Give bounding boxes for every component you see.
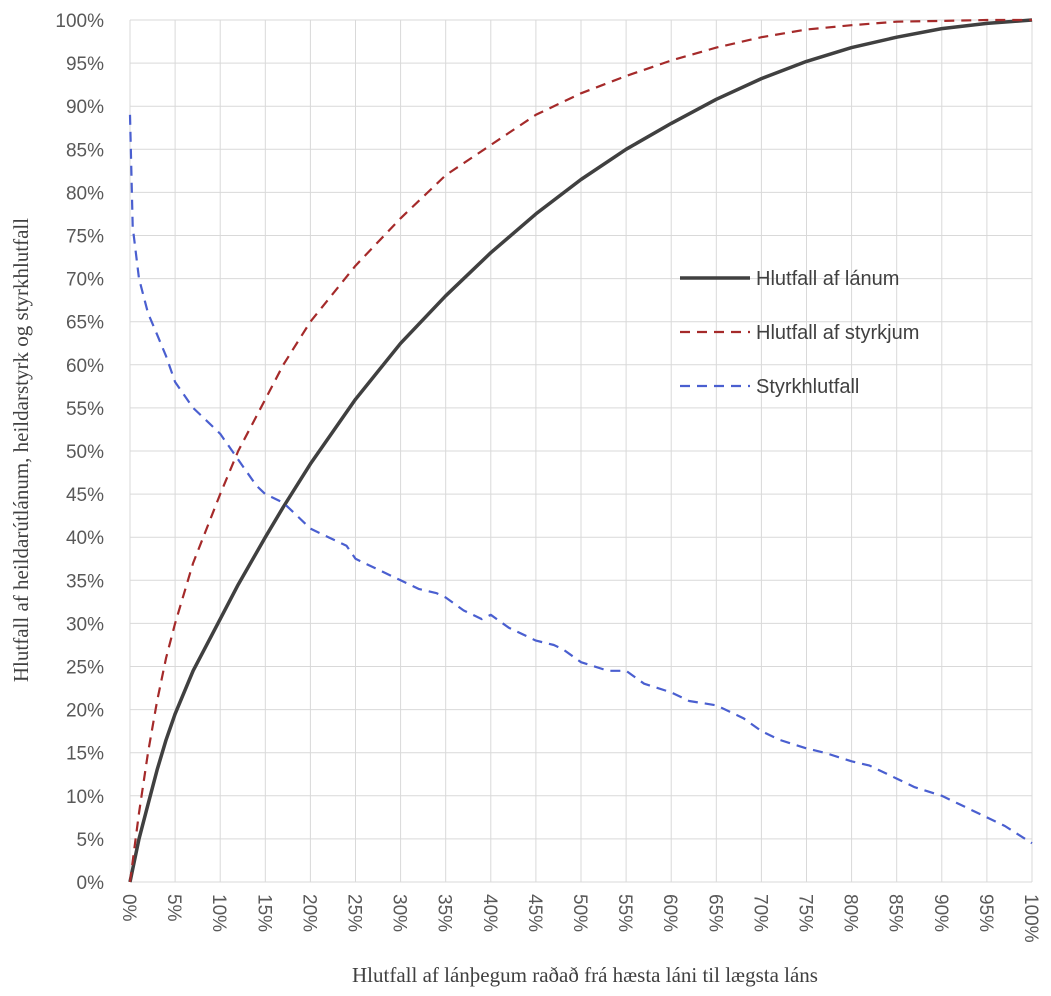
y-tick-label: 35%	[66, 571, 104, 592]
legend-label: Hlutfall af lánum	[756, 268, 899, 290]
x-tick-label: 50%	[569, 894, 590, 932]
y-tick-label: 30%	[66, 614, 104, 635]
x-tick-label: 40%	[479, 894, 500, 932]
y-tick-label: 45%	[66, 485, 104, 506]
y-tick-label: 65%	[66, 313, 104, 334]
x-tick-label: 5%	[163, 894, 184, 922]
x-tick-label: 85%	[885, 894, 906, 932]
legend-label: Styrkhlutfall	[756, 376, 859, 398]
y-tick-label: 40%	[66, 528, 104, 549]
x-tick-label: 25%	[344, 894, 365, 932]
series-line-styrkhlutfall	[128, 114, 1033, 845]
y-tick-label: 55%	[66, 399, 104, 420]
y-tick-label: 20%	[66, 701, 104, 722]
x-tick-label: 95%	[975, 894, 996, 932]
x-axis-tick-labels: 0% 5% 10% 15% 20% 25% 30% 35% 40% 45% 50% 55% 60% 65%…	[118, 894, 1041, 943]
y-tick-label: 95%	[66, 54, 104, 75]
y-tick-label: 60%	[66, 356, 104, 377]
y-axis-tick-labels: 0% 5% 10% 15% 20% 25% 30% 35% 40% 45% 50% 55% 60% 65%…	[55, 11, 104, 894]
y-tick-label: 85%	[66, 140, 104, 161]
x-tick-label: 70%	[749, 894, 770, 932]
x-tick-label: 45%	[524, 894, 545, 932]
legend: Hlutfall af lánum Hlutfall af styrkjum Sty…	[680, 268, 919, 398]
y-tick-label: 5%	[77, 830, 105, 851]
grid	[129, 19, 1033, 883]
x-tick-label: 55%	[614, 894, 635, 932]
x-tick-label: 20%	[298, 894, 319, 932]
x-tick-label: 10%	[208, 894, 229, 932]
y-tick-label: 0%	[77, 873, 105, 894]
x-axis-title: Hlutfall af lánþegum raðað frá hæsta lán…	[352, 963, 818, 987]
legend-label: Hlutfall af styrkjum	[756, 322, 919, 344]
x-tick-label: 30%	[389, 894, 410, 932]
x-tick-label: 60%	[659, 894, 680, 932]
y-tick-label: 50%	[66, 442, 104, 463]
y-tick-label: 25%	[66, 658, 104, 679]
x-tick-label: 35%	[434, 894, 455, 932]
y-tick-label: 80%	[66, 183, 104, 204]
x-tick-label: 15%	[253, 894, 274, 932]
series-lines	[128, 18, 1033, 883]
series-line-hlutfall-af-styrkjum	[128, 18, 1032, 883]
x-tick-label: 100%	[1020, 894, 1041, 943]
x-tick-label: 90%	[930, 894, 951, 932]
y-tick-label: 75%	[66, 227, 104, 248]
x-tick-label: 80%	[840, 894, 861, 932]
y-tick-label: 15%	[66, 744, 104, 765]
y-tick-label: 70%	[66, 270, 104, 291]
x-tick-label: 0%	[118, 894, 139, 922]
y-tick-label: 100%	[55, 11, 104, 32]
y-axis-title: Hlutfall af heildarútlánum, heildarstyrk…	[9, 218, 33, 682]
x-tick-label: 75%	[795, 894, 816, 932]
y-tick-label: 90%	[66, 97, 104, 118]
series-line-hlutfall-af-lánum	[128, 18, 1033, 883]
y-tick-label: 10%	[66, 787, 104, 808]
x-tick-label: 65%	[704, 894, 725, 932]
